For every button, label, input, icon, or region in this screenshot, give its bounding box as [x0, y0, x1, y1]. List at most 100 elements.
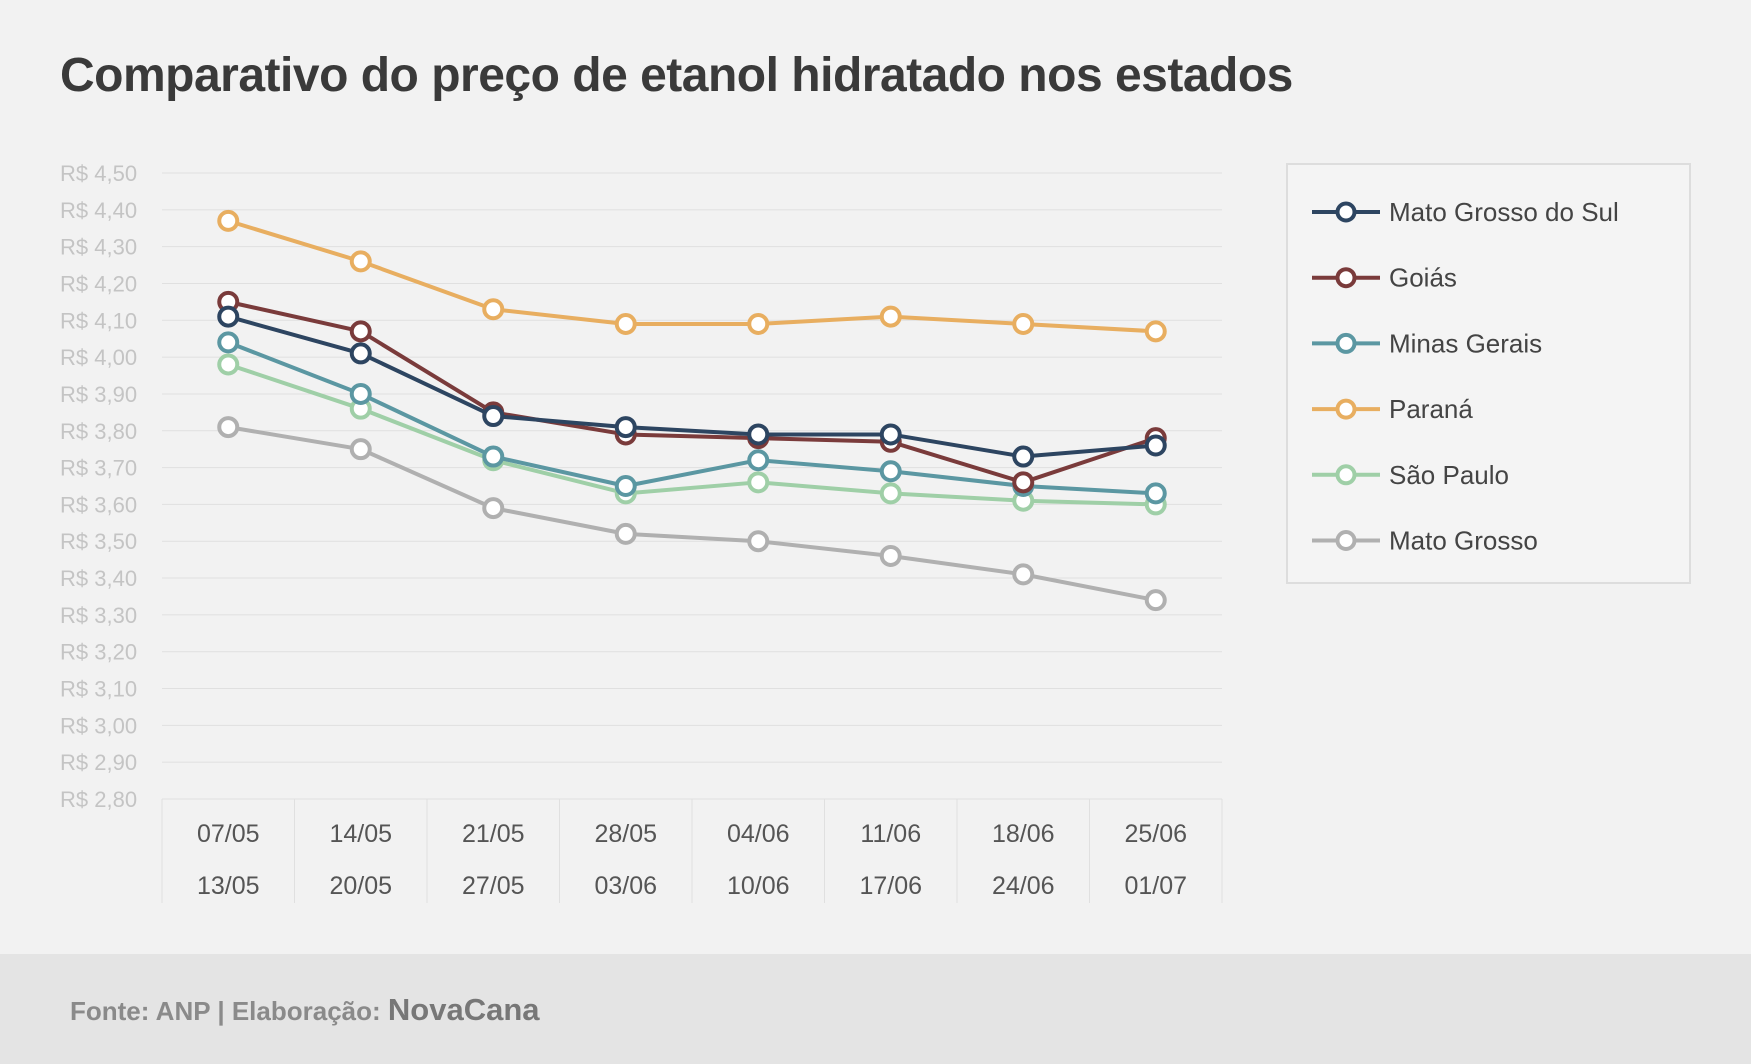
y-tick-label: R$ 4,20 [60, 271, 137, 296]
x-tick-label: 18/06 [992, 820, 1055, 848]
x-tick-label: 01/07 [1124, 872, 1187, 900]
x-tick-label: 17/06 [859, 872, 922, 900]
data-point [482, 445, 505, 468]
y-tick-label: R$ 4,50 [60, 161, 137, 186]
legend-label: Mato Grosso do Sul [1389, 197, 1619, 227]
footer: Fonte: ANP | Elaboração: NovaCana [0, 954, 1751, 1064]
data-point [1012, 563, 1035, 586]
data-point [217, 353, 240, 376]
data-point [1012, 445, 1035, 468]
data-point [349, 382, 372, 405]
data-point [482, 405, 505, 428]
y-tick-label: R$ 2,80 [60, 787, 137, 812]
y-tick-label: R$ 3,80 [60, 419, 137, 444]
legend-entry: Goiás [1312, 263, 1457, 293]
y-tick-label: R$ 2,90 [60, 750, 137, 775]
x-tick-label: 04/06 [727, 820, 790, 848]
y-tick-label: R$ 3,20 [60, 640, 137, 665]
data-point [482, 298, 505, 321]
data-point [349, 320, 372, 343]
data-point [747, 530, 770, 553]
series-line [227, 299, 1157, 485]
series-line [227, 362, 1156, 507]
x-tick-label: 10/06 [727, 872, 790, 900]
legend-swatch-marker [1335, 332, 1357, 354]
legend-label: São Paulo [1389, 460, 1509, 490]
legend-swatch-marker [1335, 267, 1357, 289]
series-line [227, 425, 1157, 603]
data-point [747, 449, 770, 472]
data-point [879, 544, 902, 567]
y-tick-label: R$ 4,10 [60, 308, 137, 333]
series-line [227, 340, 1156, 496]
y-tick-label: R$ 3,70 [60, 456, 137, 481]
data-point [1012, 471, 1035, 494]
brand-name: NovaCana [387, 992, 540, 1027]
y-axis-ticks: R$ 2,80 R$ 2,90 R$ 3,00 R$ 3,10 R$ 3,20 R$ 3,… [60, 161, 137, 812]
data-point [747, 312, 770, 335]
y-tick-label: R$ 3,00 [60, 713, 137, 738]
data-point [1144, 482, 1167, 505]
legend-entry: Mato Grosso [1312, 526, 1538, 556]
series-lines [217, 209, 1167, 612]
data-point [747, 471, 770, 494]
data-point [349, 438, 372, 461]
data-point [879, 423, 902, 446]
data-point [217, 416, 240, 439]
line-chart: R$ 2,80 R$ 2,90 R$ 3,00 R$ 3,10 R$ 3,20 R$ 3,… [60, 161, 1691, 903]
y-tick-label: R$ 3,60 [60, 492, 137, 517]
x-tick-label: 13/05 [197, 872, 260, 900]
x-tick-label: 03/06 [594, 872, 657, 900]
data-point [614, 416, 637, 439]
x-tick-label: 25/06 [1124, 820, 1187, 848]
legend-label: Paraná [1389, 394, 1473, 424]
legend-label: Goiás [1389, 263, 1457, 293]
legend-entry: Paraná [1312, 394, 1473, 424]
legend-entry: Mato Grosso do Sul [1312, 197, 1619, 227]
x-tick-label: 07/05 [197, 820, 260, 848]
data-point [747, 423, 770, 446]
y-tick-label: R$ 3,40 [60, 566, 137, 591]
data-point [879, 482, 902, 505]
x-tick-label: 21/05 [462, 820, 525, 848]
series-minas-gerais [217, 331, 1167, 505]
series-mato-grosso-do-sul [217, 305, 1167, 468]
data-point [217, 209, 240, 232]
series-line [227, 218, 1156, 334]
y-tick-label: R$ 3,90 [60, 382, 137, 407]
data-point [614, 522, 637, 545]
x-tick-label: 14/05 [329, 820, 392, 848]
data-point [1012, 312, 1035, 335]
data-point [879, 460, 902, 483]
legend: Mato Grosso do Sul Goiás Minas Gerais Paran… [1286, 163, 1691, 584]
y-tick-label: R$ 3,50 [60, 529, 137, 554]
x-tick-label: 27/05 [462, 872, 525, 900]
legend-entry: Minas Gerais [1312, 328, 1542, 358]
x-tick-label: 11/06 [860, 820, 921, 848]
legend-swatch-marker [1335, 464, 1357, 486]
legend-swatch-marker [1335, 398, 1357, 420]
data-point [614, 312, 637, 335]
legend-label: Mato Grosso [1389, 526, 1538, 556]
y-tick-label: R$ 4,40 [60, 198, 137, 223]
legend-swatch-marker [1335, 201, 1357, 223]
data-point [1144, 320, 1167, 343]
x-tick-label: 28/05 [594, 820, 657, 848]
data-point [879, 305, 902, 328]
series-sao-paulo [217, 353, 1167, 516]
x-tick-label: 24/06 [992, 872, 1055, 900]
series-line [227, 314, 1156, 459]
y-tick-label: R$ 3,30 [60, 603, 137, 628]
x-tick-label: 20/05 [329, 872, 392, 900]
data-point [1144, 589, 1167, 612]
legend-entry: São Paulo [1312, 460, 1509, 490]
data-point [349, 342, 372, 365]
chart-title: Comparativo do preço de etanol hidratado… [60, 49, 1293, 102]
legend-box [1286, 163, 1691, 584]
series-parana [217, 209, 1167, 343]
y-tick-label: R$ 3,10 [60, 677, 137, 702]
source-note: Fonte: ANP | Elaboração: NovaCana [70, 992, 540, 1028]
y-tick-label: R$ 4,30 [60, 235, 137, 260]
data-point [217, 331, 240, 354]
data-point [217, 305, 240, 328]
